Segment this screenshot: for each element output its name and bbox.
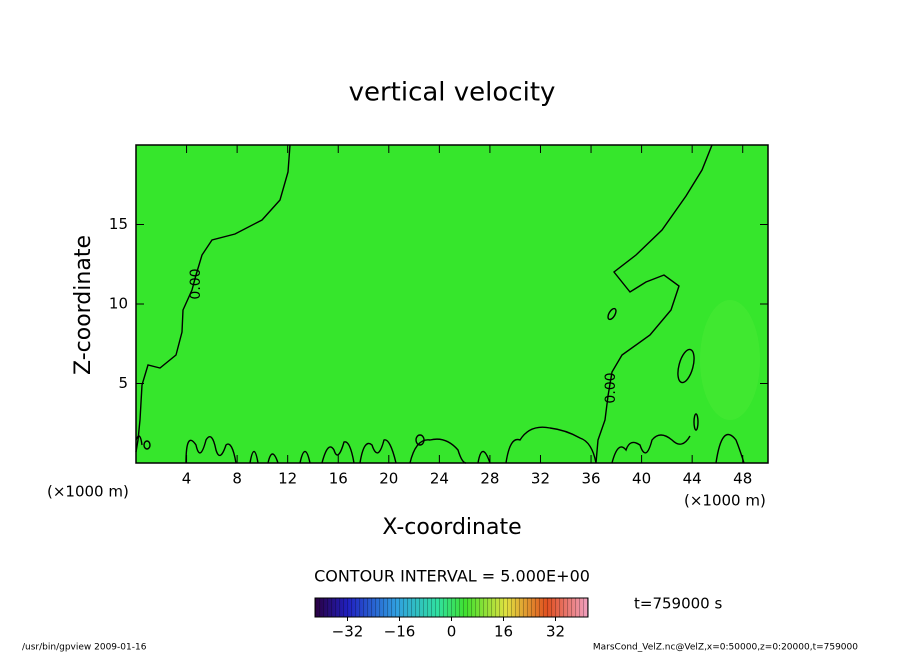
contour-interval: CONTOUR INTERVAL = 5.000E+00 [314,567,590,586]
chart-title: vertical velocity [349,78,556,108]
x-tick-label: 8 [232,470,242,488]
x-tick-label: 28 [480,470,499,488]
contour-label: 0.00 [603,372,619,403]
x-unit: (×1000 m) [684,492,766,510]
y-tick-label: 5 [118,374,128,392]
colorbar-tick-label: 0 [447,623,457,641]
colorbar-tick-label: 32 [546,623,565,641]
time-label: t=759000 s [634,595,722,613]
shade [700,300,760,420]
y-axis-label: Z-coordinate [71,235,96,375]
x-axis-label: X-coordinate [382,515,521,540]
x-tick-label: 20 [379,470,398,488]
colorbar-tick-label: −32 [332,623,364,641]
y-tick-label: 15 [109,215,128,233]
colorbar-frame [314,597,589,618]
contour-label: 0.00 [188,268,204,299]
x-tick-label: 36 [581,470,600,488]
x-tick-label: 48 [733,470,752,488]
footer-left: /usr/bin/gpview 2009-01-16 [22,643,147,653]
x-tick-label: 32 [531,470,550,488]
x-tick-label: 24 [430,470,449,488]
plot-area [136,145,768,463]
footer-right: MarsCond_VelZ.nc@VelZ,x=0:50000,z=0:2000… [593,643,858,653]
colorbar-tick-label: −16 [384,623,416,641]
contour-lines [135,144,745,464]
x-tick-label: 4 [182,470,192,488]
y-tick-label: 10 [109,295,128,313]
y-unit: (×1000 m) [47,483,129,501]
x-tick-label: 40 [632,470,651,488]
colorbar-tick-label: 16 [494,623,513,641]
x-tick-label: 16 [329,470,348,488]
x-tick-label: 12 [278,470,297,488]
x-tick-label: 44 [683,470,702,488]
